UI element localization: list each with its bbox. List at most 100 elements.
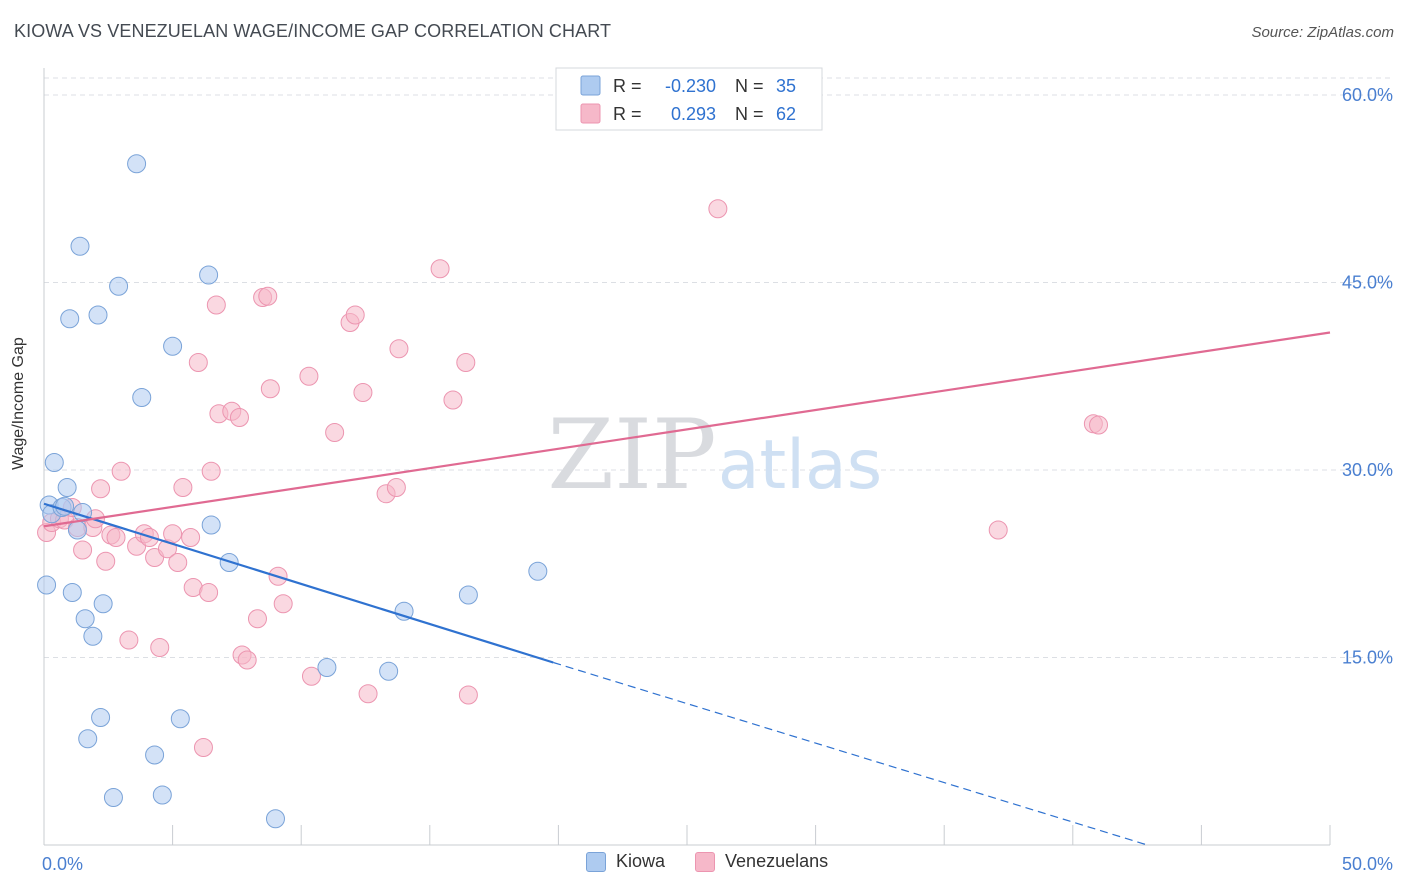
grid bbox=[44, 77, 1392, 658]
y-tick-label: 30.0% bbox=[1342, 460, 1393, 480]
kiowa-point bbox=[394, 601, 414, 621]
kiowa-point bbox=[132, 388, 152, 407]
source-label: Source: ZipAtlas.com bbox=[1251, 24, 1394, 41]
axes: 15.0% 30.0% 45.0% 60.0% 0.0% 50.0% bbox=[42, 68, 1393, 874]
legend-ven-n-label: N = bbox=[735, 104, 764, 124]
kiowa-swatch bbox=[586, 851, 606, 872]
venezuelans-point bbox=[173, 478, 193, 497]
legend-kiowa-r-label: R = bbox=[613, 76, 642, 96]
kiowa-point bbox=[170, 709, 190, 729]
venezuelans-point bbox=[181, 528, 201, 547]
kiowa-point bbox=[67, 520, 87, 540]
kiowa-point bbox=[528, 561, 548, 581]
venezuelans-point bbox=[199, 583, 219, 602]
venezuelans-point bbox=[150, 638, 170, 657]
venezuelans-point bbox=[163, 524, 183, 544]
kiowa-point bbox=[265, 809, 285, 829]
kiowa-point bbox=[91, 708, 111, 727]
kiowa-point bbox=[62, 583, 82, 602]
legend-bottom: Kiowa Venezuelans bbox=[586, 851, 858, 872]
venezuelans-point bbox=[386, 478, 406, 497]
legend-ven-swatch bbox=[580, 103, 601, 124]
watermark-zip: ZIP bbox=[547, 399, 716, 511]
venezuelans-point bbox=[301, 666, 321, 686]
kiowa-point bbox=[152, 785, 172, 805]
legend-bottom-kiowa-label: Kiowa bbox=[616, 851, 666, 871]
venezuelans-point bbox=[73, 540, 93, 560]
legend-ven-r-value: 0.293 bbox=[671, 104, 716, 124]
kiowa-point bbox=[317, 658, 337, 677]
venezuelans-point bbox=[358, 684, 378, 704]
kiowa-point bbox=[201, 515, 221, 535]
legend-kiowa-n-value: 35 bbox=[776, 76, 796, 96]
venezuelans-point bbox=[988, 520, 1008, 540]
kiowa-point bbox=[145, 745, 165, 765]
chart-title: KIOWA VS VENEZUELAN WAGE/INCOME GAP CORR… bbox=[14, 21, 612, 41]
venezuelans-point bbox=[325, 423, 345, 442]
legend-kiowa-r-value: -0.230 bbox=[665, 76, 716, 96]
venezuelans-point bbox=[299, 366, 319, 386]
trend-lines bbox=[43, 331, 1331, 846]
kiowa-point bbox=[379, 661, 399, 681]
venezuelans-point bbox=[1089, 415, 1109, 435]
venezuelans-point bbox=[443, 390, 463, 410]
y-tick-label: 60.0% bbox=[1342, 85, 1393, 105]
venezuelans-point bbox=[345, 305, 365, 325]
venezuelans-point bbox=[458, 685, 478, 705]
venezuelans-point bbox=[206, 295, 226, 315]
venezuelans-point bbox=[260, 379, 280, 399]
venezuelans-point bbox=[96, 551, 116, 571]
legend-bottom-kiowa: Kiowa bbox=[586, 851, 665, 872]
venezuelans-point bbox=[273, 594, 293, 614]
kiowa-point bbox=[88, 305, 108, 325]
legend-ven-r-label: R = bbox=[613, 104, 642, 124]
kiowa-point bbox=[60, 309, 80, 329]
x-tick-label-max: 50.0% bbox=[1342, 854, 1393, 874]
venezuelans-point bbox=[430, 259, 450, 279]
watermark: ZIP atlas bbox=[547, 399, 882, 511]
kiowa-point bbox=[70, 236, 90, 256]
legend-bottom-venezuelans: Venezuelans bbox=[695, 851, 828, 872]
legend-kiowa-n-label: N = bbox=[735, 76, 764, 96]
x-tick-label-min: 0.0% bbox=[42, 854, 83, 874]
venezuelans-point bbox=[389, 339, 409, 359]
venezuelans-trend-line bbox=[43, 331, 1331, 528]
legend-bottom-venezuelans-label: Venezuelans bbox=[725, 851, 829, 871]
kiowa-point bbox=[199, 265, 219, 285]
kiowa-points bbox=[37, 154, 548, 829]
kiowa-point bbox=[37, 575, 57, 595]
venezuelans-point bbox=[193, 738, 213, 757]
venezuelans-point bbox=[247, 609, 267, 629]
y-tick-label: 45.0% bbox=[1342, 273, 1393, 293]
kiowa-point bbox=[78, 729, 98, 749]
venezuelans-point bbox=[168, 553, 188, 572]
kiowa-point bbox=[109, 276, 129, 296]
venezuelans-point bbox=[237, 650, 257, 670]
kiowa-point bbox=[93, 594, 113, 614]
venezuelans-swatch bbox=[695, 851, 716, 872]
venezuelans-point bbox=[111, 461, 131, 481]
venezuelans-point bbox=[258, 286, 278, 306]
venezuelans-point bbox=[91, 479, 111, 499]
venezuelans-point bbox=[708, 199, 728, 219]
kiowa-point bbox=[75, 609, 95, 629]
venezuelans-point bbox=[229, 408, 249, 427]
venezuelans-point bbox=[201, 461, 221, 481]
venezuelans-point bbox=[119, 630, 139, 650]
legend-top: R = -0.230 N = 35 R = 0.293 N = 62 bbox=[555, 67, 823, 131]
kiowa-point bbox=[163, 336, 183, 356]
kiowa-point bbox=[57, 478, 77, 497]
legend-kiowa-swatch bbox=[580, 75, 601, 96]
kiowa-trend-extension bbox=[553, 661, 1148, 846]
legend-ven-n-value: 62 bbox=[776, 104, 796, 124]
kiowa-point bbox=[83, 626, 103, 646]
y-tick-label: 15.0% bbox=[1342, 648, 1393, 668]
kiowa-point bbox=[44, 453, 64, 472]
kiowa-point bbox=[127, 154, 147, 174]
venezuelans-point bbox=[353, 383, 373, 402]
venezuelans-point bbox=[188, 353, 208, 372]
kiowa-point bbox=[458, 585, 478, 605]
kiowa-trend-line bbox=[43, 502, 554, 664]
watermark-atlas: atlas bbox=[718, 426, 882, 505]
